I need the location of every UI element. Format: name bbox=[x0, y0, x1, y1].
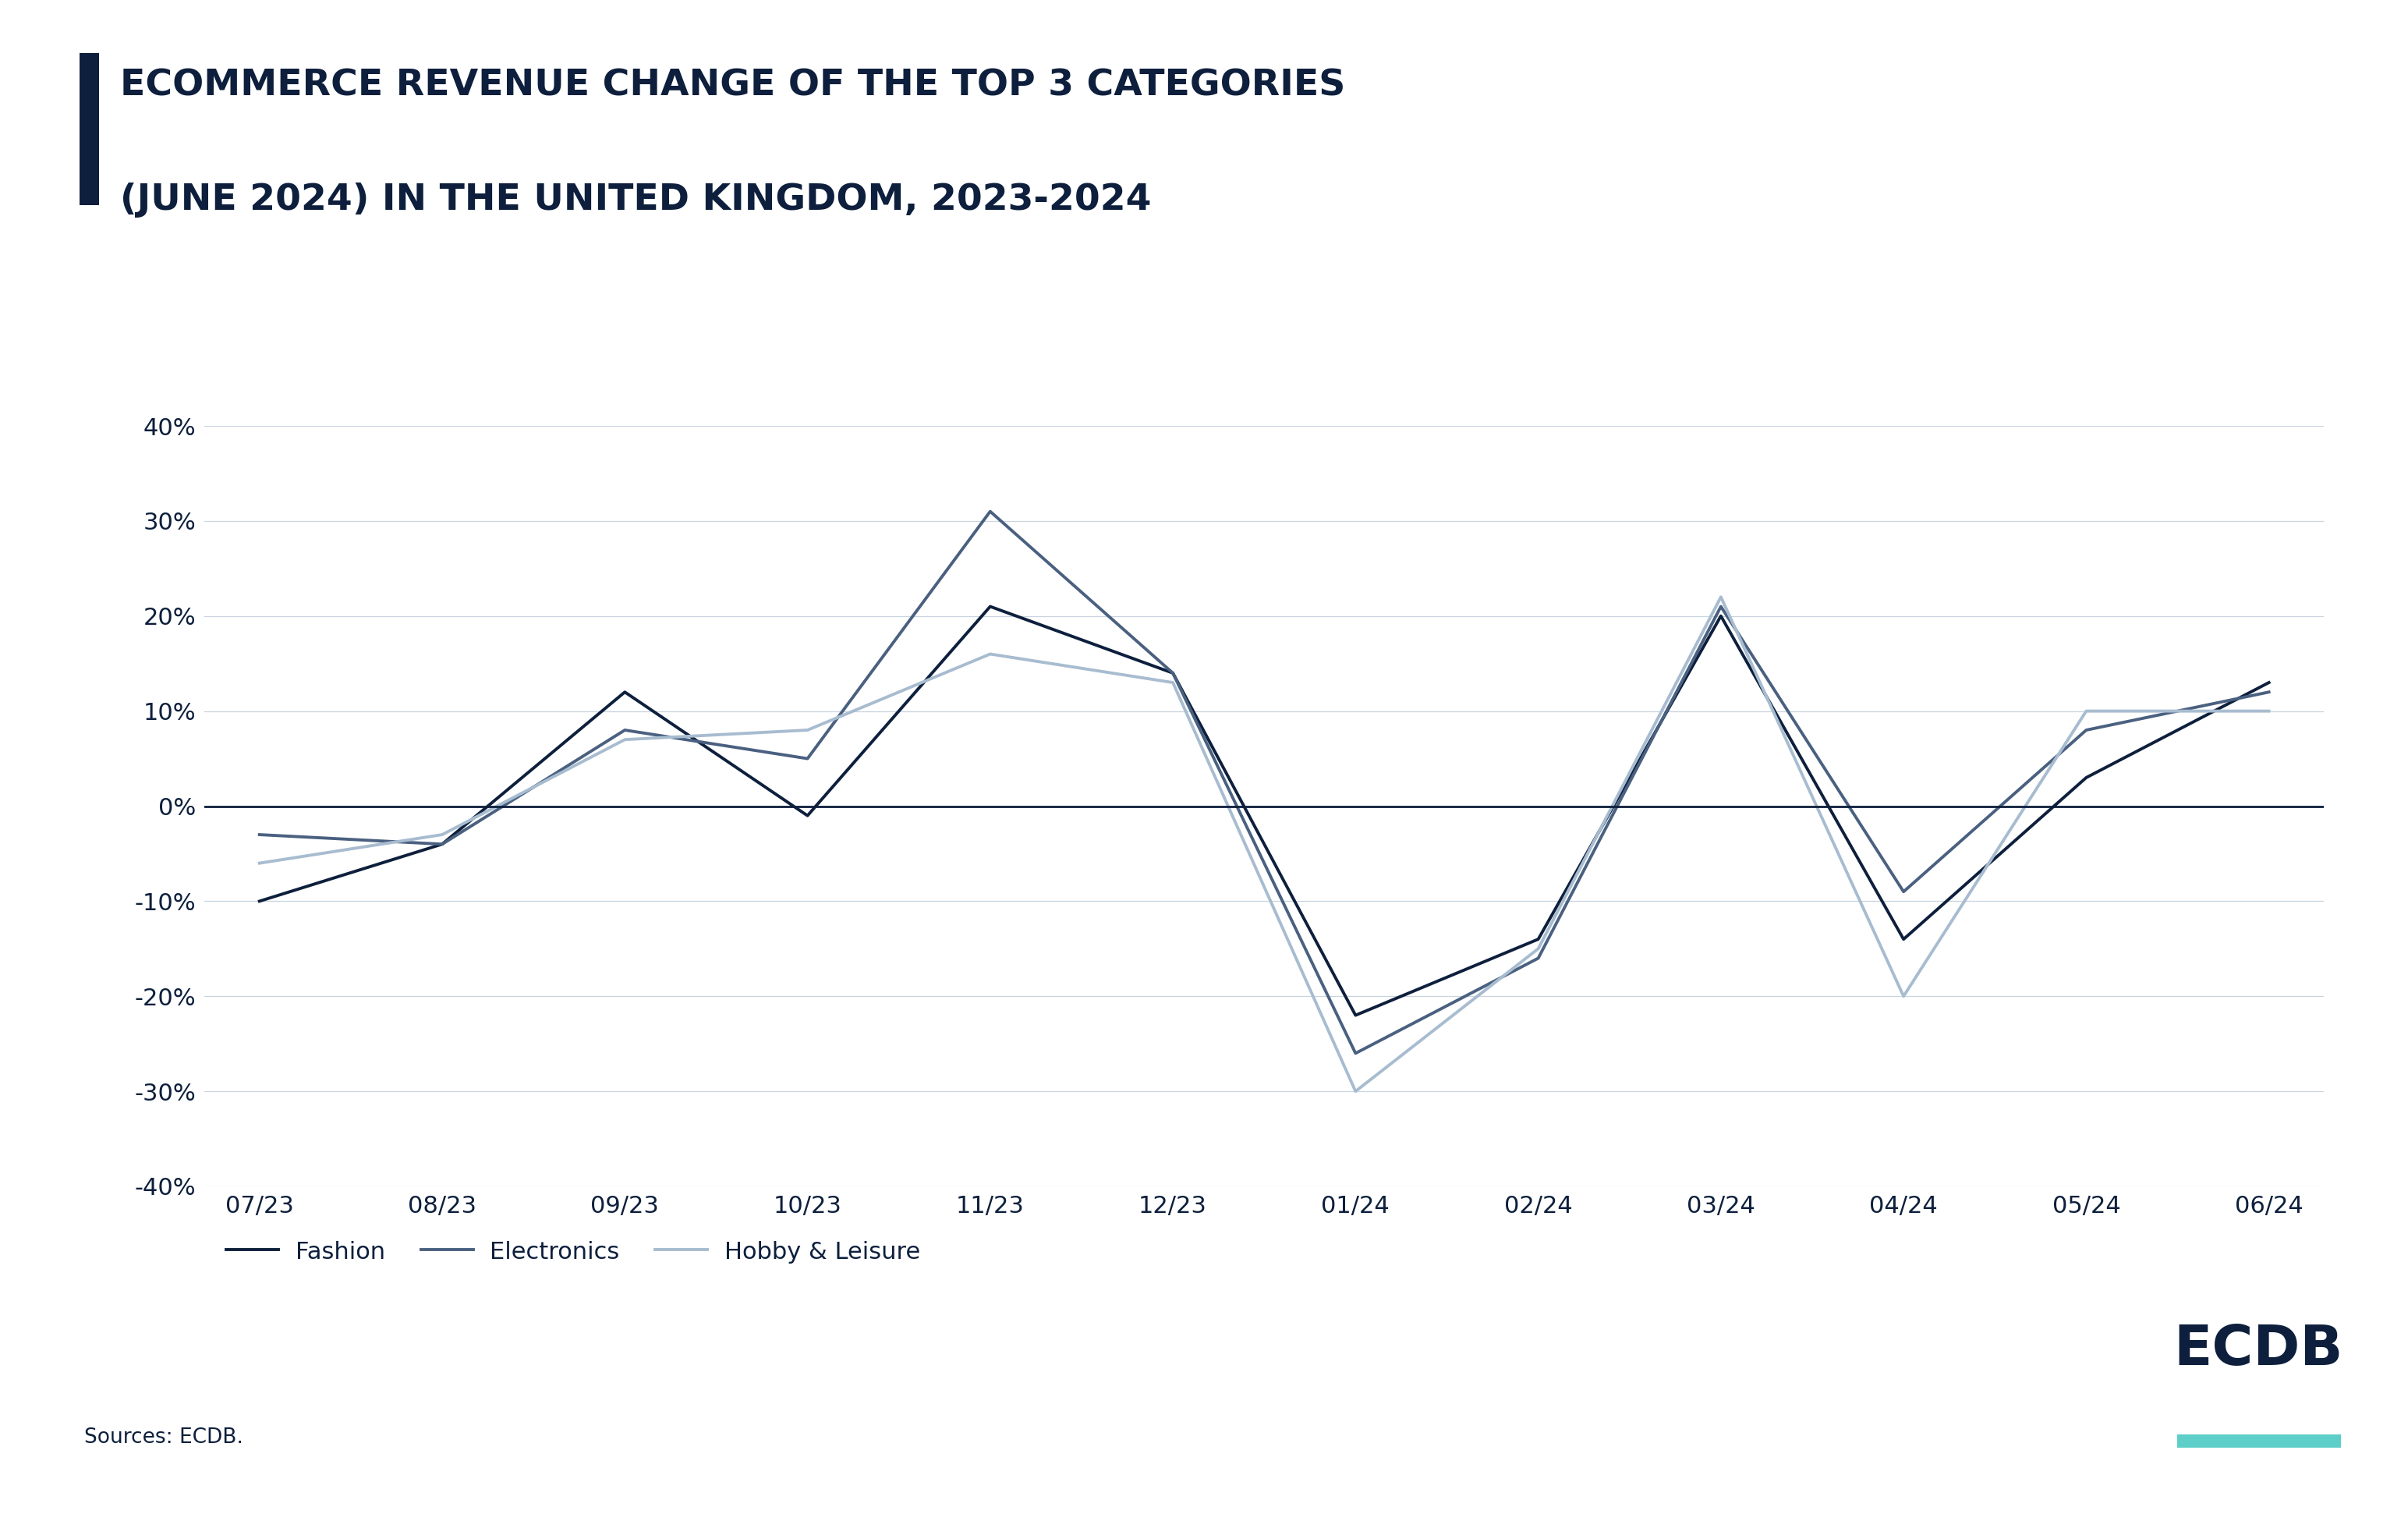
Text: Sources: ECDB.: Sources: ECDB. bbox=[84, 1428, 243, 1448]
Text: ECOMMERCE REVENUE CHANGE OF THE TOP 3 CATEGORIES: ECOMMERCE REVENUE CHANGE OF THE TOP 3 CA… bbox=[120, 68, 1346, 103]
Text: ECDB: ECDB bbox=[2174, 1323, 2343, 1377]
Legend: Fashion, Electronics, Hobby & Leisure: Fashion, Electronics, Hobby & Leisure bbox=[217, 1230, 929, 1273]
Text: (JUNE 2024) IN THE UNITED KINGDOM, 2023-2024: (JUNE 2024) IN THE UNITED KINGDOM, 2023-… bbox=[120, 183, 1151, 218]
